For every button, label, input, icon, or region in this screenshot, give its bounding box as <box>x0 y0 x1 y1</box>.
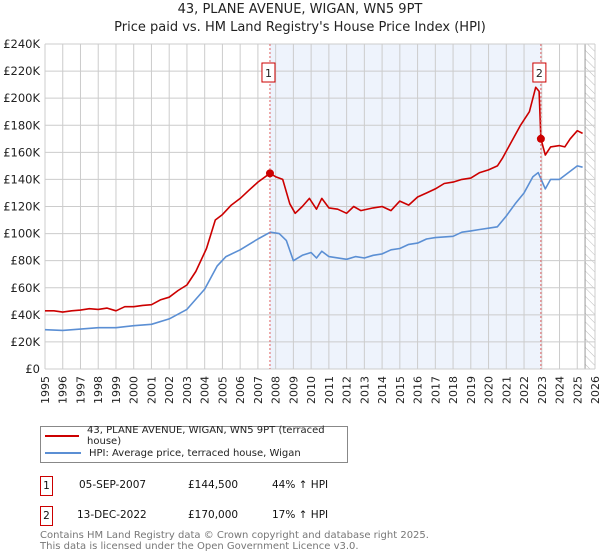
sale-date: 13-DEC-2022 <box>77 509 147 521</box>
legend-label-hpi: HPI: Average price, terraced house, Wiga… <box>89 447 301 459</box>
legend-label-property: 43, PLANE AVENUE, WIGAN, WN5 9PT (terrac… <box>87 425 325 447</box>
price-chart: 1995 1996 1997 1998 1999 2000 2001 2002 2003 2004… <box>3 37 600 404</box>
sale-point <box>536 134 545 143</box>
chart-title: 43, PLANE AVENUE, WIGAN, WN5 9PT <box>177 2 423 17</box>
sale-label: 1 <box>265 67 272 80</box>
y-tick-label: £0 <box>25 362 40 376</box>
x-tick-label: 2010 <box>305 376 318 404</box>
y-tick-label: £20K <box>11 335 41 349</box>
x-tick-label: 2016 <box>412 376 425 404</box>
sale-marker-2: 2 <box>40 506 53 526</box>
y-tick-label: £120K <box>3 200 40 214</box>
sale-price: £144,500 <box>188 479 239 491</box>
sale-hpi-diff: 17% ↑ HPI <box>272 509 329 521</box>
y-tick-label: £80K <box>11 254 41 268</box>
x-tick-label: 2020 <box>483 376 496 404</box>
legend-swatch-property <box>45 435 80 437</box>
legend-swatch-hpi <box>45 452 81 454</box>
x-tick-label: 2005 <box>216 376 229 404</box>
legend-item-hpi: HPI: Average price, terraced house, Wiga… <box>45 445 301 461</box>
x-tick-label: 2008 <box>270 376 283 404</box>
x-tick-label: 2015 <box>394 376 407 404</box>
property-price-line <box>45 86 583 313</box>
x-tick-label: 2022 <box>518 376 531 404</box>
x-tick-label: 2007 <box>252 376 265 404</box>
x-tick-label: 2014 <box>376 376 389 404</box>
x-tick-label: 2006 <box>234 376 247 404</box>
sale-point <box>265 169 274 178</box>
x-tick-label: 2017 <box>429 376 442 404</box>
x-tick-label: 2004 <box>199 376 212 404</box>
footer-copyright: Contains HM Land Registry data © Crown c… <box>40 530 429 541</box>
sale-label-box <box>261 62 276 83</box>
x-tick-label: 2012 <box>341 376 354 404</box>
y-tick-label: £40K <box>11 308 41 322</box>
y-tick-label: £160K <box>3 145 40 159</box>
x-tick-label: 2025 <box>571 376 584 404</box>
x-tick-label: 1999 <box>110 376 123 404</box>
y-tick-label: £60K <box>11 281 41 295</box>
x-tick-label: 1995 <box>39 376 52 404</box>
x-tick-label: 2021 <box>500 376 513 404</box>
sale-label-box <box>532 62 547 83</box>
x-tick-label: 2001 <box>145 376 158 404</box>
footer-licence: This data is licensed under the Open Gov… <box>40 541 359 552</box>
x-tick-label: 2002 <box>163 376 176 404</box>
x-tick-label: 2013 <box>358 376 371 404</box>
x-tick-label: 2026 <box>589 376 600 404</box>
chart-legend: 43, PLANE AVENUE, WIGAN, WN5 9PT (terrac… <box>40 425 348 463</box>
y-tick-label: £220K <box>3 64 40 78</box>
chart-subtitle: Price paid vs. HM Land Registry's House … <box>114 20 486 35</box>
legend-item-property: 43, PLANE AVENUE, WIGAN, WN5 9PT (terrac… <box>45 425 347 447</box>
y-tick-label: £140K <box>3 172 40 186</box>
x-tick-label: 2024 <box>554 376 567 404</box>
x-tick-label: 1997 <box>74 376 87 404</box>
sale-marker-1: 1 <box>40 476 53 496</box>
x-tick-label: 2009 <box>287 376 300 404</box>
x-tick-label: 2023 <box>536 376 549 404</box>
hpi-line <box>44 165 583 332</box>
x-tick-label: 2011 <box>323 376 336 404</box>
y-tick-label: £100K <box>3 227 40 241</box>
sale-date: 05-SEP-2007 <box>79 479 147 491</box>
sale-hpi-diff: 44% ↑ HPI <box>272 479 329 491</box>
x-tick-label: 2019 <box>465 376 478 404</box>
x-tick-label: 2003 <box>181 376 194 404</box>
x-tick-label: 1998 <box>92 376 105 404</box>
sale-label: 2 <box>536 67 543 80</box>
y-tick-label: £180K <box>3 118 40 132</box>
y-tick-label: £200K <box>3 91 40 105</box>
x-tick-label: 2000 <box>128 376 141 404</box>
y-tick-label: £240K <box>3 37 40 51</box>
sale-price: £170,000 <box>188 509 239 521</box>
x-tick-label: 2018 <box>447 376 460 404</box>
x-tick-label: 1996 <box>57 376 70 404</box>
